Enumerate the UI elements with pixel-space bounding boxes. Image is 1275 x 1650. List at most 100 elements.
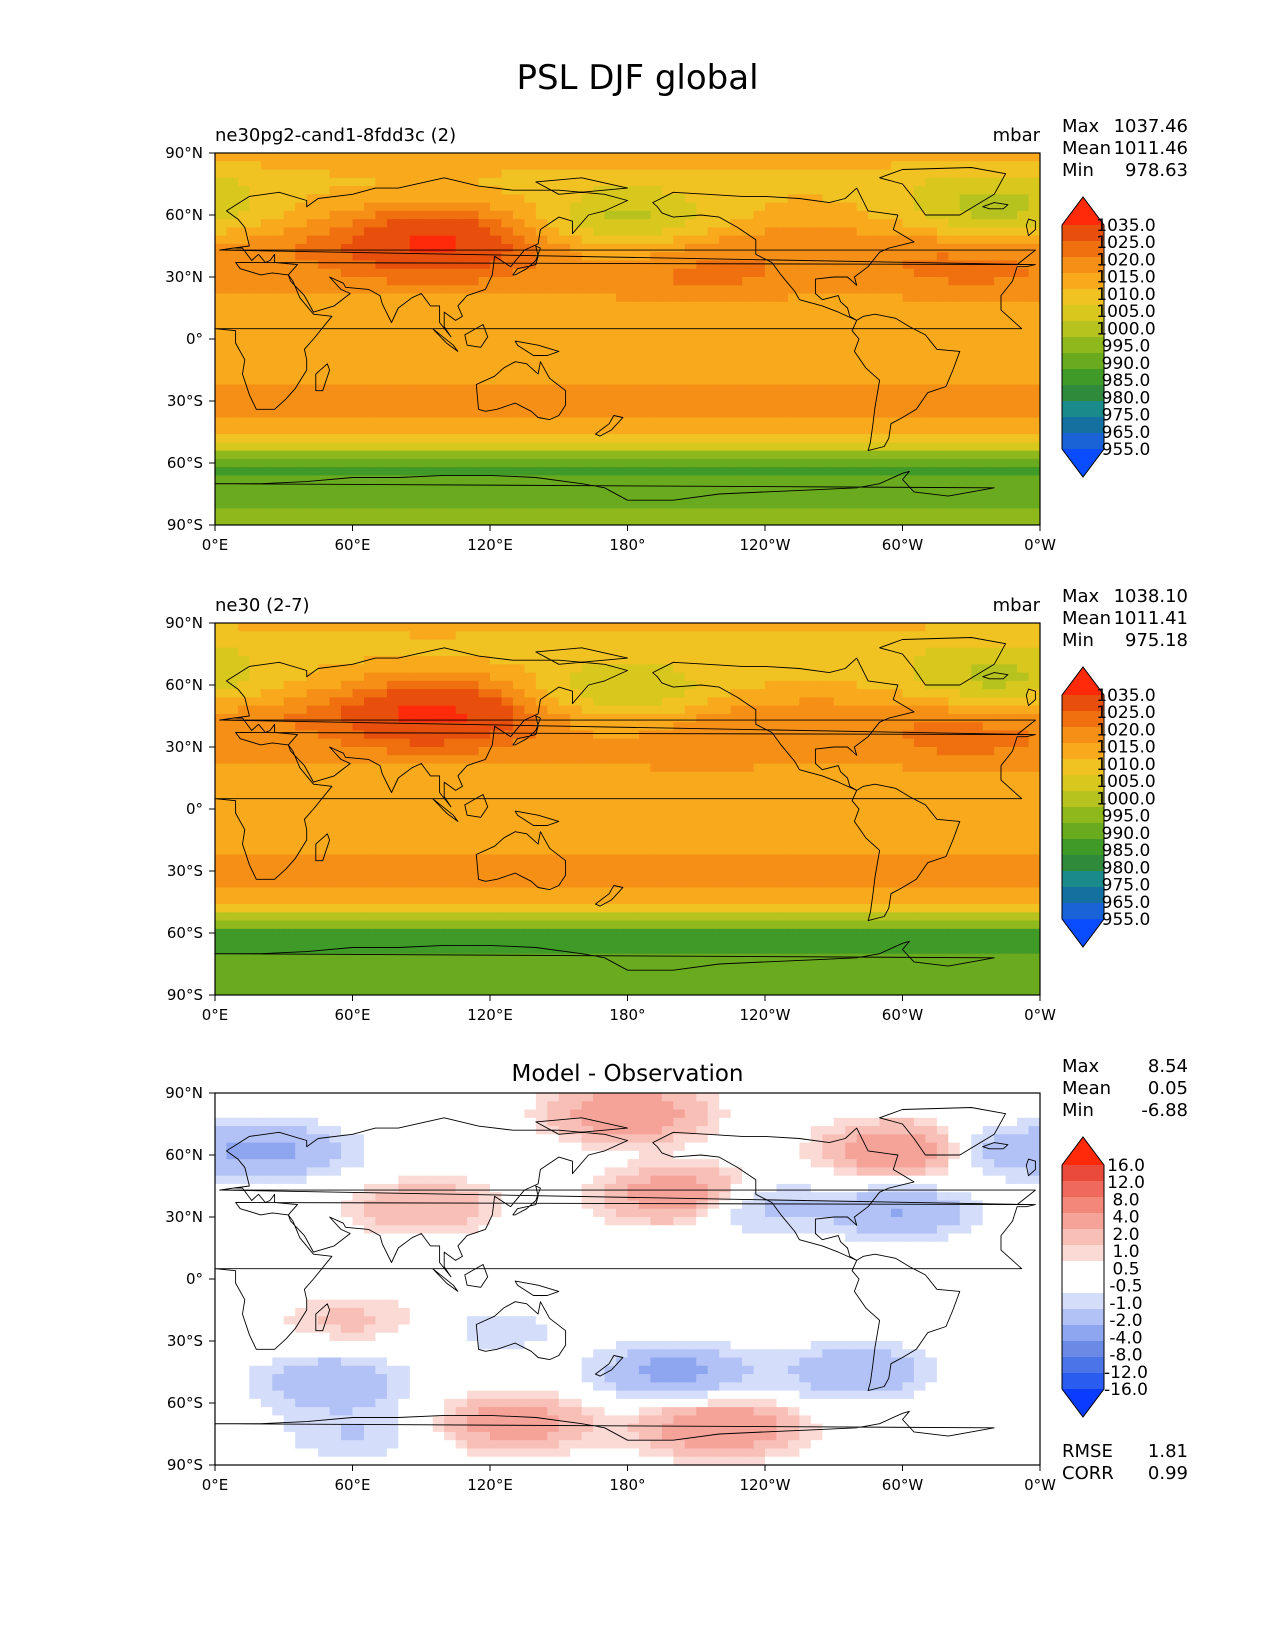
field-cell	[490, 376, 503, 386]
field-cell	[490, 713, 503, 723]
field-cell	[581, 697, 594, 707]
field-cell	[1028, 384, 1040, 394]
field-cell	[363, 722, 377, 732]
field-cell	[673, 796, 686, 806]
field-cell	[891, 508, 904, 518]
field-cell	[810, 219, 823, 228]
field-cell	[386, 351, 399, 361]
field-cell	[856, 417, 869, 427]
field-cell	[833, 243, 846, 253]
field-cell	[684, 434, 697, 443]
field-cell	[306, 318, 319, 328]
field-cell	[650, 202, 663, 212]
field-cell	[1017, 227, 1030, 237]
field-cell	[787, 310, 800, 319]
field-cell	[787, 656, 800, 665]
field-cell	[455, 755, 468, 765]
field-cell	[925, 268, 938, 278]
field-cell	[707, 689, 720, 698]
field-cell	[535, 318, 548, 328]
field-cell	[856, 202, 869, 212]
field-cell	[272, 804, 285, 814]
field-cell	[375, 631, 388, 641]
field-cell	[1017, 425, 1030, 435]
field-cell	[501, 680, 514, 690]
field-cell	[753, 268, 766, 278]
field-cell	[478, 243, 491, 253]
field-cell	[971, 219, 984, 228]
field-cell	[982, 738, 995, 748]
field-cell	[547, 697, 560, 707]
field-cell	[959, 219, 972, 228]
field-cell	[891, 738, 904, 748]
field-cell	[845, 186, 858, 195]
field-cell	[295, 186, 308, 195]
field-cell	[1017, 169, 1030, 179]
field-cell	[329, 796, 342, 806]
field-cell	[215, 713, 228, 723]
field-cell	[776, 227, 789, 237]
field-cell	[352, 186, 365, 195]
field-cell	[375, 277, 388, 286]
field-cell	[868, 210, 881, 220]
field-cell	[661, 804, 674, 814]
field-cell	[673, 260, 686, 270]
field-cell	[341, 747, 354, 756]
field-cell	[581, 796, 594, 806]
field-cell	[306, 771, 319, 781]
panel-units: mbar	[993, 125, 1041, 146]
field-cell	[283, 376, 296, 386]
field-cell	[478, 169, 491, 179]
field-cell	[581, 664, 594, 674]
field-cell	[386, 450, 399, 460]
field-cell	[604, 623, 617, 632]
field-cell	[799, 153, 812, 162]
field-cell	[994, 268, 1007, 278]
field-cell	[787, 392, 800, 402]
field-cell	[879, 161, 892, 171]
field-cell	[719, 401, 732, 410]
field-cell	[1005, 722, 1018, 732]
field-cell	[558, 788, 571, 798]
field-cell	[638, 771, 652, 781]
field-cell	[558, 804, 571, 814]
field-cell	[868, 177, 881, 187]
field-cell	[329, 285, 342, 295]
field-cell	[604, 177, 617, 187]
field-cell	[879, 713, 892, 723]
field-cell	[226, 252, 239, 262]
field-cell	[650, 268, 663, 278]
field-cell	[1028, 500, 1040, 510]
field-cell	[856, 664, 869, 674]
field-cell	[833, 359, 846, 369]
field-cell	[226, 235, 239, 245]
field-cell	[478, 177, 491, 187]
field-cell	[398, 442, 411, 452]
field-cell	[833, 491, 846, 501]
field-cell	[375, 689, 388, 698]
field-cell	[879, 491, 892, 501]
field-cell	[524, 664, 537, 674]
field-cell	[742, 705, 755, 715]
field-cell	[822, 343, 835, 352]
field-cell	[753, 202, 766, 212]
field-cell	[959, 647, 972, 657]
field-cell	[455, 730, 468, 740]
field-cell	[879, 771, 892, 781]
field-cell	[512, 417, 525, 427]
field-cell	[1028, 780, 1040, 789]
field-cell	[719, 500, 732, 510]
field-cell	[295, 359, 308, 369]
field-cell	[215, 268, 228, 278]
field-cell	[891, 623, 904, 632]
field-cell	[707, 722, 720, 732]
field-cell	[994, 343, 1007, 352]
field-cell	[260, 747, 273, 756]
field-cell	[455, 153, 468, 162]
field-cell	[661, 318, 674, 328]
field-cell	[810, 169, 823, 179]
field-cell	[386, 409, 399, 419]
field-cell	[318, 409, 331, 419]
field-cell	[604, 301, 617, 311]
field-cell	[409, 359, 422, 369]
